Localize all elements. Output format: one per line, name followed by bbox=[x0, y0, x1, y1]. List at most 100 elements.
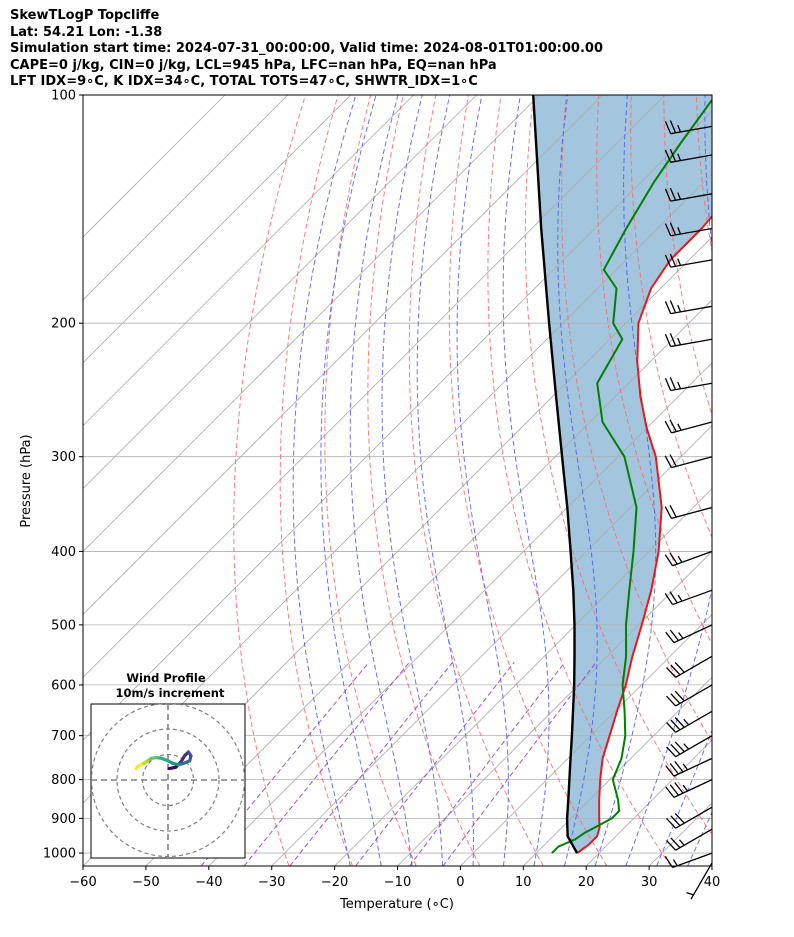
wind-barb bbox=[664, 589, 713, 606]
y-tick-label: 700 bbox=[51, 729, 76, 744]
wind-barb-staff bbox=[673, 757, 713, 777]
wind-barb-half bbox=[677, 423, 682, 431]
wind-barb-staff bbox=[673, 779, 713, 798]
y-tick-label: 1000 bbox=[43, 847, 76, 862]
wind-barb-full bbox=[666, 667, 677, 678]
wind-barb-full bbox=[669, 629, 679, 641]
wind-barb-full bbox=[669, 333, 677, 346]
x-tick-label: 20 bbox=[578, 875, 595, 890]
wind-barb bbox=[664, 852, 713, 869]
hodograph-segment bbox=[134, 764, 141, 771]
y-tick-label: 300 bbox=[51, 450, 76, 465]
wind-barb bbox=[666, 710, 713, 733]
y-tick-label: 100 bbox=[51, 89, 76, 104]
wind-barb-full bbox=[674, 760, 684, 773]
wind-barb bbox=[664, 504, 713, 519]
title-times: Simulation start time: 2024-07-31_00:00:… bbox=[10, 41, 603, 56]
wind-barb-full bbox=[674, 813, 685, 824]
isotherm bbox=[83, 95, 352, 364]
wind-barb-full bbox=[670, 815, 681, 827]
wind-barb-staff bbox=[675, 806, 713, 829]
y-tick-label: 800 bbox=[51, 773, 76, 788]
wind-barb-half bbox=[677, 555, 683, 563]
isotherm bbox=[271, 425, 712, 866]
wind-barb bbox=[666, 735, 713, 758]
title-station: SkewTLogP Topcliffe bbox=[10, 8, 160, 23]
wind-barb-full bbox=[664, 554, 674, 567]
wind-barb-full bbox=[669, 504, 677, 518]
wind-barb-half bbox=[677, 304, 682, 313]
dry-adiabat bbox=[279, 95, 353, 866]
wind-barb bbox=[666, 684, 713, 707]
x-tick-label: −20 bbox=[321, 875, 348, 890]
wind-barb-staff bbox=[672, 589, 713, 606]
isotherm bbox=[83, 95, 540, 553]
isotherm bbox=[334, 488, 712, 866]
wind-barb bbox=[666, 806, 713, 829]
wind-barb-full bbox=[670, 664, 681, 676]
moist-adiabat bbox=[719, 95, 794, 866]
wind-barb-full bbox=[664, 254, 672, 268]
wind-barb-staff bbox=[671, 506, 713, 519]
x-tick-label: 0 bbox=[456, 875, 464, 890]
dry-adiabat bbox=[762, 95, 794, 866]
wind-barb-full bbox=[666, 746, 677, 758]
isotherm bbox=[711, 865, 712, 866]
wind-barb-staff bbox=[670, 382, 713, 392]
isotherm bbox=[775, 95, 794, 866]
wind-barb bbox=[666, 655, 713, 678]
wind-barb-full bbox=[669, 148, 677, 162]
y-tick-label: 900 bbox=[51, 812, 76, 827]
wind-barb-staff bbox=[673, 624, 713, 644]
isotherm bbox=[83, 95, 289, 301]
wind-barb-half bbox=[682, 763, 689, 771]
wind-barb-full bbox=[666, 839, 677, 851]
x-tick-label: −30 bbox=[258, 875, 285, 890]
x-tick-label: −40 bbox=[195, 875, 222, 890]
dry-adiabat bbox=[561, 95, 712, 743]
wind-barb-half bbox=[677, 153, 682, 161]
moist-adiabat bbox=[381, 95, 444, 866]
dry-adiabat bbox=[729, 95, 794, 866]
y-axis-label: Pressure (hPa) bbox=[19, 434, 34, 527]
title-location: Lat: 54.21 Lon: -1.38 bbox=[10, 24, 163, 40]
x-tick-label: −10 bbox=[384, 875, 411, 890]
wind-barb-full bbox=[664, 149, 672, 163]
wind-barb-full bbox=[670, 743, 681, 755]
x-tick-label: 40 bbox=[704, 875, 721, 890]
wind-barb-full bbox=[664, 455, 673, 468]
wind-barb-staff bbox=[690, 862, 713, 900]
parcel-profile bbox=[532, 95, 579, 854]
wind-barb-full bbox=[669, 454, 677, 467]
wind-barb-full bbox=[670, 837, 681, 849]
wind-barb bbox=[665, 624, 713, 644]
wind-barb-staff bbox=[670, 227, 713, 237]
dry-adiabat bbox=[324, 95, 417, 866]
title-indices-cape: CAPE=0 j/kg, CIN=0 j/kg, LCL=945 hPa, LF… bbox=[10, 57, 497, 73]
wind-barb-staff bbox=[671, 456, 713, 469]
hodograph-title: Wind Profile bbox=[126, 671, 206, 685]
wind-barb bbox=[666, 828, 713, 851]
isotherm bbox=[523, 676, 712, 866]
wind-barb-staff bbox=[671, 421, 713, 434]
wind-barb-half bbox=[677, 227, 682, 235]
wind-barb-staff bbox=[675, 735, 713, 758]
wind-barb-half bbox=[677, 258, 682, 266]
wind-barb-full bbox=[665, 765, 675, 777]
dewpoint-profile bbox=[551, 98, 712, 854]
wind-barb-half bbox=[672, 859, 678, 867]
wind-barb-full bbox=[664, 506, 673, 519]
mixing-ratio-line bbox=[355, 661, 515, 866]
y-tick-label: 200 bbox=[51, 317, 76, 332]
wind-barb-full bbox=[664, 188, 672, 202]
wind-barb-staff bbox=[670, 125, 713, 135]
wind-barb-full bbox=[674, 782, 684, 794]
wind-barb-full bbox=[664, 121, 672, 134]
wind-barb bbox=[664, 454, 713, 469]
wind-barb bbox=[664, 187, 713, 202]
isotherm bbox=[83, 95, 477, 490]
wind-barb-full bbox=[670, 719, 681, 731]
wind-barb bbox=[664, 550, 713, 567]
mixing-ratio-line bbox=[289, 661, 453, 866]
wind-barb-full bbox=[666, 722, 677, 733]
